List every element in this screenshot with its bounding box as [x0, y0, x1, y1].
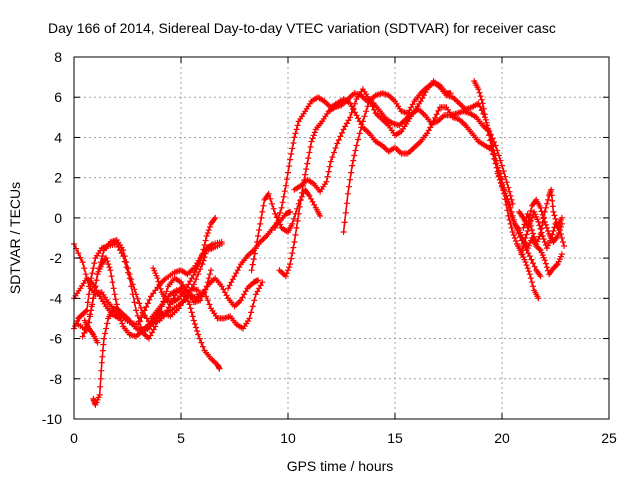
- series-markers: [248, 186, 324, 274]
- y-tick-label: 8: [54, 49, 62, 65]
- x-tick-label: 25: [601, 430, 617, 446]
- axes-layer: 0 5 10 15 20 25 -10 -8 -6 -4 -2 0 2 4 6 8: [42, 49, 617, 446]
- data-series: [272, 94, 505, 231]
- plot-border: [73, 56, 610, 420]
- x-tick-label: 15: [387, 430, 403, 446]
- y-tick-label: -10: [42, 411, 62, 427]
- y-tick-label: 0: [54, 210, 62, 226]
- x-tick-label: 20: [494, 430, 510, 446]
- grid-layer: [74, 57, 609, 419]
- series-markers: [340, 80, 454, 235]
- data-series: [471, 78, 542, 302]
- series-markers: [518, 208, 568, 258]
- series-markers: [81, 317, 101, 346]
- y-axis-label: SDTVAR / TECUs: [7, 182, 23, 294]
- series-markers: [272, 94, 505, 231]
- data-series: [195, 279, 266, 332]
- series-layer: [71, 78, 568, 408]
- x-tick-label: 0: [70, 430, 78, 446]
- x-axis-label: GPS time / hours: [287, 458, 394, 474]
- series-markers: [195, 279, 266, 332]
- y-tick-label: 2: [54, 170, 62, 186]
- x-tick-label: 10: [280, 430, 296, 446]
- data-series: [248, 186, 324, 274]
- data-series: [494, 170, 565, 278]
- x-tick-label: 5: [177, 430, 185, 446]
- data-series: [518, 208, 568, 258]
- data-series: [340, 80, 454, 235]
- y-tick-label: 4: [54, 129, 62, 145]
- y-tick-label: 6: [54, 89, 62, 105]
- y-tick-label: -6: [50, 331, 63, 347]
- data-series: [81, 317, 101, 346]
- chart-title: Day 166 of 2014, Sidereal Day-to-day VTE…: [48, 20, 556, 36]
- y-tick-label: -2: [50, 250, 63, 266]
- y-tick-label: -4: [50, 290, 63, 306]
- y-tick-label: -8: [50, 371, 63, 387]
